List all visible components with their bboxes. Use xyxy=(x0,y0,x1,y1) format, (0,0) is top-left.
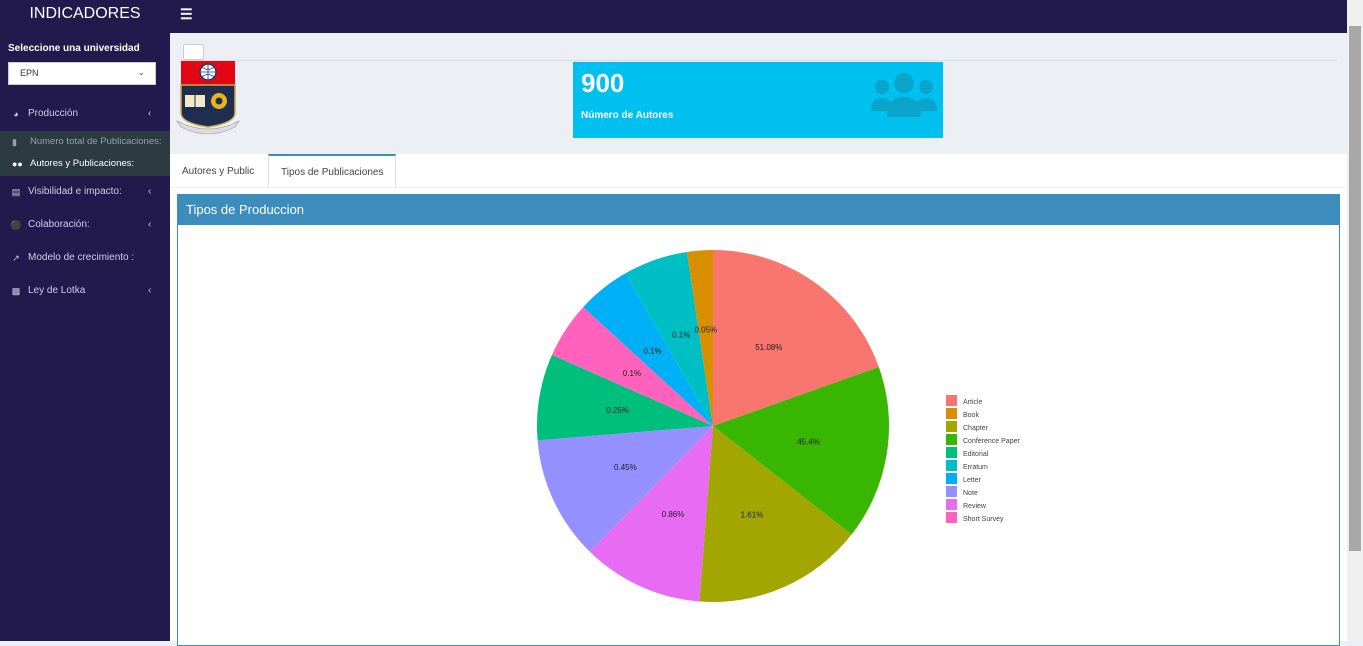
legend-swatch[interactable] xyxy=(946,499,957,510)
authors-label: Número de Autores xyxy=(581,110,674,121)
chevron-down-icon: ⌄ xyxy=(137,67,145,77)
legend-label[interactable]: Note xyxy=(963,490,978,497)
pie-slice-label: 45.4% xyxy=(797,438,820,447)
sidebar-item-visibilidad[interactable]: ▤ Visibilidad e impacto: ‹ xyxy=(0,181,170,203)
chevron-left-icon: ‹ xyxy=(148,108,152,119)
box-title: Tipos de Produccion xyxy=(178,195,1339,225)
legend-swatch[interactable] xyxy=(946,460,957,471)
top-navbar: INDICADORES ☰ xyxy=(0,0,1347,33)
vertical-scrollbar[interactable] xyxy=(1347,0,1363,641)
main-content: 900 Número de Autores Autores y Public T… xyxy=(170,33,1347,646)
legend-swatch[interactable] xyxy=(946,512,957,523)
pie-slice-article[interactable] xyxy=(713,250,879,426)
tipos-produccion-box: Tipos de Produccion 51.08% 45.4% 1.61% 0.86… xyxy=(177,194,1340,646)
legend-swatch[interactable] xyxy=(946,421,957,432)
tab-autores-public[interactable]: Autores y Public xyxy=(182,166,255,177)
legend-label[interactable]: Review xyxy=(963,503,987,510)
bar-chart-icon: ▩ xyxy=(11,286,21,296)
authors-infobox: 900 Número de Autores xyxy=(573,62,943,138)
chevron-left-icon: ‹ xyxy=(148,285,152,296)
sidebar-subitem-label: Autores y Publicaciones: xyxy=(30,158,135,169)
sidebar-item-modelo-crecimiento[interactable]: ↗ Modelo de crecimiento : xyxy=(0,247,170,269)
legend-swatch[interactable] xyxy=(946,395,957,406)
university-crest-logo xyxy=(176,61,240,135)
users-icon: ●● xyxy=(12,159,23,169)
pie-slice-label: 0.86% xyxy=(662,510,685,519)
sidebar-item-label: Visibilidad e impacto: xyxy=(28,186,122,197)
pie-chart-icon: ◕ xyxy=(13,109,19,119)
legend-label[interactable]: Article xyxy=(963,399,983,406)
sidebar-item-label: Colaboración: xyxy=(28,219,90,230)
handshake-icon: ⚫ xyxy=(10,220,22,230)
university-select-value: EPN xyxy=(20,68,39,78)
pie-slice-label: 0.25% xyxy=(606,406,629,415)
pie-slice-editorial[interactable] xyxy=(537,354,713,441)
legend-label[interactable]: Editorial xyxy=(963,451,989,458)
chevron-left-icon: ‹ xyxy=(148,219,152,230)
sidebar-subitem-numero-publicaciones[interactable]: ▮ Numero total de Publicaciones: xyxy=(0,131,170,153)
sidebar: Seleccione una universidad EPN ⌄ ◕ Produ… xyxy=(0,33,170,641)
users-icon xyxy=(871,73,937,117)
legend-label[interactable]: Book xyxy=(963,412,979,419)
pie-slice-note[interactable] xyxy=(537,426,713,552)
sidebar-item-colaboracion[interactable]: ⚫ Colaboración: ‹ xyxy=(0,214,170,236)
pie-slice-label: 0.1% xyxy=(672,331,690,340)
legend-swatch[interactable] xyxy=(946,473,957,484)
sidebar-item-produccion[interactable]: ◕ Producción ‹ xyxy=(0,103,170,125)
pie-slice-label: 0.45% xyxy=(614,463,637,472)
sidebar-subitem-label: Numero total de Publicaciones: xyxy=(30,136,162,147)
tab-panel: Autores y Public Tipos de Publicaciones … xyxy=(170,154,1347,646)
pie-slice-review[interactable] xyxy=(589,426,713,602)
legend-label[interactable]: Short Survey xyxy=(963,516,1004,523)
pie-slice-conference-paper[interactable] xyxy=(713,367,889,535)
tab-tipos-publicaciones[interactable]: Tipos de Publicaciones xyxy=(268,154,397,187)
legend-label[interactable]: Letter xyxy=(963,477,982,484)
legend-swatch[interactable] xyxy=(946,434,957,445)
divider xyxy=(180,60,1337,61)
university-select-label: Seleccione una universidad xyxy=(8,43,140,54)
app-title[interactable]: INDICADORES xyxy=(29,5,141,22)
pie-slice-label: 1.61% xyxy=(741,511,764,520)
legend-swatch[interactable] xyxy=(946,447,957,458)
legend-label[interactable]: Chapter xyxy=(963,425,989,432)
legend-label[interactable]: Conference Paper xyxy=(963,438,1020,445)
book-icon: ▮ xyxy=(12,137,17,147)
pie-slice-short-survey[interactable] xyxy=(552,307,713,426)
legend-swatch[interactable] xyxy=(946,486,957,497)
pie-slice-letter[interactable] xyxy=(583,273,713,426)
sidebar-item-label: Ley de Lotka xyxy=(28,285,86,296)
sidebar-subitem-autores-publicaciones[interactable]: ●● Autores y Publicaciones: xyxy=(0,153,170,175)
sidebar-item-label: Modelo de crecimiento : xyxy=(28,252,135,263)
university-select[interactable]: EPN ⌄ xyxy=(8,62,156,85)
pie-slice-label: 51.08% xyxy=(755,343,782,352)
pie-slice-label: 0.1% xyxy=(643,346,661,355)
pie-slice-label: 0.05% xyxy=(694,325,717,334)
pie-slice-label: 0.1% xyxy=(623,369,641,378)
authors-count: 900 xyxy=(581,68,625,98)
line-chart-icon: ↗ xyxy=(12,253,20,263)
tab-bar: Autores y Public Tipos de Publicaciones xyxy=(170,154,1347,188)
pie-chart: 51.08% 45.4% 1.61% 0.86% 0.45% 0.25% 0.1% 0.1% 0… xyxy=(537,250,1020,602)
pie-slice-erratum[interactable] xyxy=(625,251,713,426)
sidebar-item-label: Producción xyxy=(28,108,79,119)
pie-slice-chapter[interactable] xyxy=(699,426,852,602)
book-icon: ▤ xyxy=(11,187,21,197)
chevron-left-icon: ‹ xyxy=(148,186,152,197)
legend-label[interactable]: Erratum xyxy=(963,464,988,471)
pie-slice-book[interactable] xyxy=(686,250,713,426)
scrollbar-thumb[interactable] xyxy=(1349,26,1361,551)
legend-swatch[interactable] xyxy=(946,408,957,419)
sidebar-submenu-produccion: ▮ Numero total de Publicaciones: ●● Auto… xyxy=(0,131,170,176)
sidebar-item-ley-lotka[interactable]: ▩ Ley de Lotka ‹ xyxy=(0,280,170,302)
small-checkbox[interactable] xyxy=(183,44,204,60)
hamburger-icon[interactable]: ☰ xyxy=(180,6,193,22)
